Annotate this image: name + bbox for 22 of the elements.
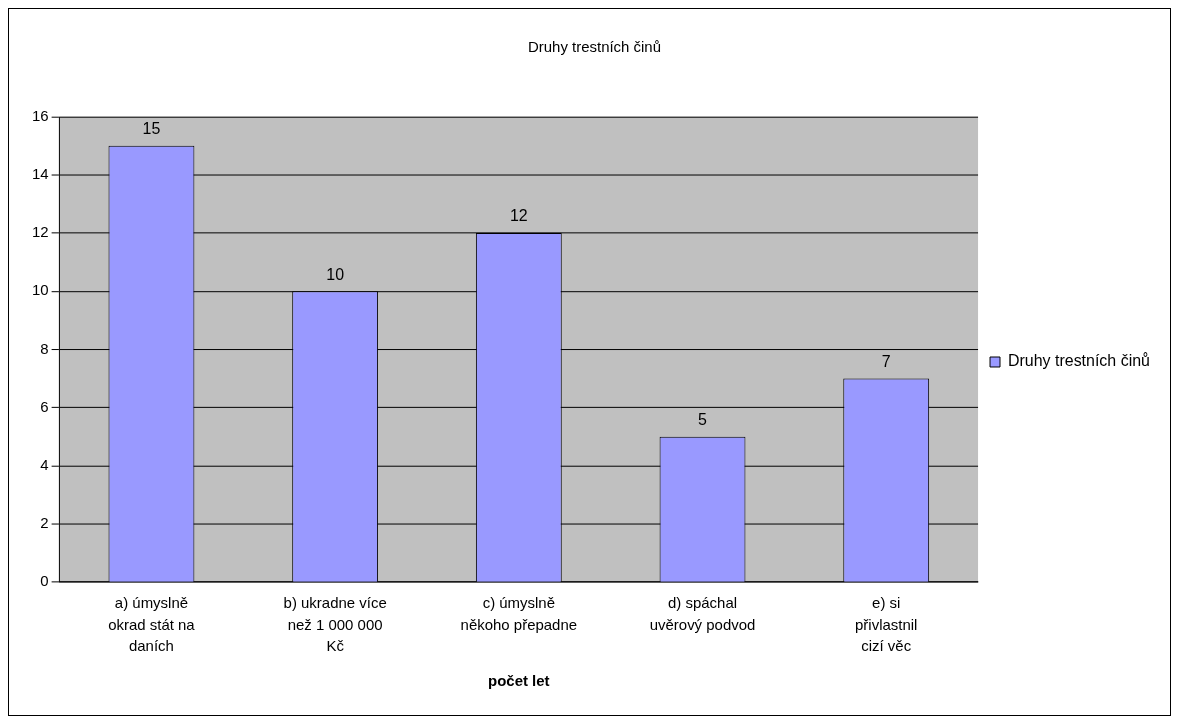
y-tick-label: 16 (31, 106, 49, 124)
chart-title: Druhy trestních činů (527, 38, 662, 56)
y-tick-label: 4 (40, 455, 49, 473)
legend-label: Druhy trestních činů (1008, 352, 1150, 370)
y-tick-label: 12 (31, 223, 49, 241)
data-label: 5 (698, 411, 708, 429)
y-tick-label: 2 (40, 514, 49, 532)
x-tick-label: d) spáchal uvěrový podvod (649, 594, 756, 633)
x-tick-label: c) úmyslně někoho přepadne (460, 594, 578, 633)
y-tick-label: 0 (40, 572, 49, 590)
y-tick-label: 6 (40, 397, 49, 415)
y-tick-label: 14 (31, 165, 49, 182)
x-tick-label: a) úmyslně okrad stát na daních (108, 594, 196, 655)
x-axis-title: počet let (488, 672, 550, 690)
data-label: 7 (881, 352, 891, 370)
y-tick-label: 8 (40, 339, 49, 357)
data-label: 12 (509, 207, 528, 225)
data-label: 10 (326, 265, 345, 283)
x-tick-label: e) si přivlastnil cizí věc (855, 594, 918, 655)
data-label: 15 (142, 120, 161, 138)
x-tick-label: b) ukradne více než 1 000 000 Kč (283, 594, 387, 655)
y-tick-label: 10 (31, 281, 49, 299)
